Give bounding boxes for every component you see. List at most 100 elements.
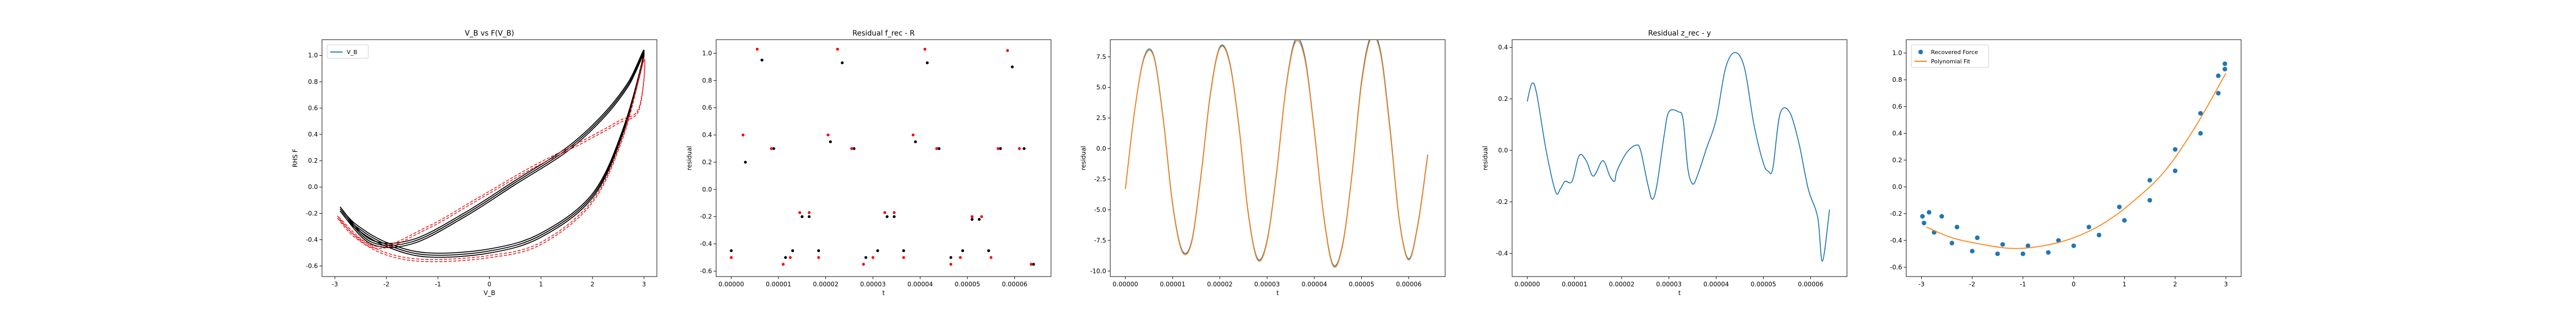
x-tick-label: 0.00003 [1656, 281, 1682, 288]
data-point [730, 256, 733, 259]
y-tick-label: 1.0 [1892, 49, 1902, 57]
data-point [2173, 168, 2178, 174]
data-point [883, 211, 887, 214]
data-point [2216, 91, 2221, 96]
x-tick-label: 2 [2173, 281, 2177, 288]
x-tick-label: 0.00004 [1301, 281, 1327, 288]
data-point [892, 215, 896, 218]
y-tick-label: 0.2 [1892, 157, 1902, 164]
data-point [782, 263, 785, 266]
data-point [760, 58, 764, 62]
axes-frame [1512, 39, 1848, 277]
data-point [2122, 218, 2127, 223]
data-point [987, 249, 990, 252]
data-point [2117, 204, 2122, 210]
chart-title: Residual z_rec - y [1648, 29, 1711, 38]
data-point [977, 218, 981, 221]
y-tick-label: 2.5 [1096, 114, 1106, 122]
y-tick-label: 0.4 [308, 131, 318, 138]
data-point [892, 211, 896, 214]
y-tick-label: 0.0 [702, 186, 712, 193]
y-tick-label: 7.5 [1096, 53, 1106, 60]
y-tick-label: 0.6 [702, 104, 712, 111]
y-tick-label: -0.4 [1496, 250, 1508, 257]
data-point [876, 249, 879, 252]
data-point [1006, 49, 1009, 52]
y-tick-label: 0.2 [702, 159, 712, 166]
series-line [1926, 73, 2227, 249]
y-tick-label: 0.6 [1892, 103, 1902, 110]
data-point [836, 47, 839, 51]
data-point [989, 256, 993, 259]
x-tick-label: 0.00003 [1255, 281, 1280, 288]
x-axis-label: t [1679, 289, 1681, 297]
data-point [817, 249, 820, 252]
data-point [902, 256, 905, 259]
y-tick-label: -0.2 [1496, 198, 1508, 205]
data-point [2046, 250, 2051, 255]
x-tick-label: 0.00003 [860, 281, 886, 288]
data-point [971, 215, 974, 218]
y-tick-label: 5.0 [1096, 84, 1106, 91]
data-point [2025, 243, 2030, 248]
legend-label: V_B [347, 49, 358, 56]
y-tick-label: 0.2 [308, 157, 318, 164]
data-point [801, 215, 804, 218]
data-point [902, 249, 905, 252]
y-tick-label: 0.0 [1096, 145, 1106, 152]
data-point [791, 249, 794, 252]
x-tick-label: -1 [435, 281, 441, 288]
data-point [2021, 251, 2026, 256]
data-point [807, 215, 811, 218]
data-point [1939, 214, 1944, 219]
x-tick-label: 0.00000 [1515, 281, 1540, 288]
data-point [817, 256, 820, 259]
series-line [340, 54, 645, 258]
x-axis-label: V_B [484, 289, 495, 297]
y-tick-label: -7.5 [1094, 237, 1106, 244]
x-tick-label: 3 [2224, 281, 2228, 288]
data-point [937, 147, 941, 150]
y-tick-label: -0.2 [1890, 210, 1902, 217]
x-tick-label: 0.00000 [1113, 281, 1139, 288]
data-point [2216, 73, 2221, 78]
data-point [2173, 147, 2178, 152]
plot-area [1527, 52, 1830, 262]
data-point [744, 161, 747, 164]
chart-title: V_B vs F(V_B) [465, 29, 514, 38]
chart-panel-5: -3 -2 -1 0 1 2 3 -0.6 -0.4 -0.2 0.0 0.2 0.4 0.6 0.8 1.0… [1890, 39, 2242, 288]
y-tick-label: -0.4 [1890, 237, 1902, 244]
x-tick-label: 0 [2072, 281, 2076, 288]
y-tick-label: 0.8 [308, 78, 318, 85]
legend-box [327, 44, 369, 59]
y-tick-label: -10.0 [1090, 267, 1106, 274]
data-point [1920, 214, 1925, 219]
data-point [959, 256, 962, 259]
series-line [337, 57, 646, 260]
plot-area [1920, 61, 2227, 256]
data-point [886, 215, 889, 218]
data-point [923, 47, 927, 51]
axes-frame [1906, 39, 2242, 277]
y-tick-label: 0.4 [1892, 130, 1902, 137]
legend-label: Polynomial Fit [1931, 58, 1971, 65]
axes-frame [321, 39, 657, 277]
plot-area [337, 49, 646, 262]
y-tick-label: -2.5 [1094, 176, 1106, 183]
chart-panel-1: -3 -2 -1 0 1 2 3 -0.6 -0.4 -0.2 0.0 0.2 0.4 0.6 0.8 1.0… [292, 29, 657, 297]
data-point [1011, 65, 1014, 68]
data-point [911, 133, 915, 136]
x-tick-label: 2 [590, 281, 595, 288]
chart-title: Residual f_rec - R [853, 29, 915, 38]
data-point [2056, 238, 2061, 243]
legend-box [1911, 44, 1989, 68]
x-tick-label: 0.00002 [813, 281, 839, 288]
data-point [772, 147, 775, 150]
x-tick-label: -1 [2020, 281, 2026, 288]
x-tick-label: 0.00006 [1798, 281, 1824, 288]
x-tick-label: 0.00006 [1396, 281, 1422, 288]
data-point [2198, 131, 2203, 136]
data-point [1975, 235, 1980, 241]
x-tick-label: 0 [487, 281, 492, 288]
data-point [2087, 225, 2092, 230]
